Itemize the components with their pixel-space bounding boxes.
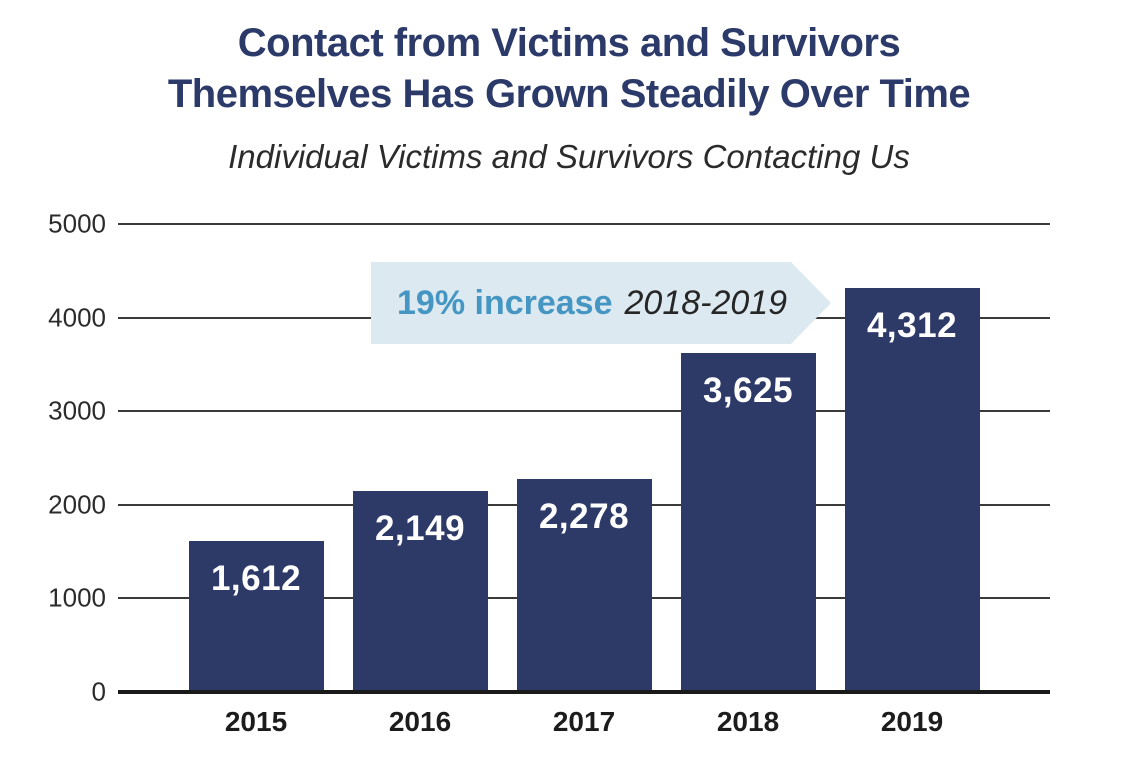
bar-value-label: 3,625	[702, 370, 794, 410]
increase-callout-arrow: 19% increase 2018-2019	[371, 262, 831, 344]
bar-value-label: 4,312	[866, 306, 958, 346]
bar-2015: 1,612	[188, 541, 324, 692]
y-axis-tick-label: 4000	[48, 302, 106, 333]
bar-chart-plot-area: 0 1000 2000 3000 4000 5000 1,612 2015 2,149 2016…	[48, 209, 1050, 737]
bar-2018: 3,625	[680, 352, 816, 692]
x-axis-tick-label: 2018	[716, 706, 780, 737]
bar-value-label: 1,612	[210, 559, 302, 599]
x-axis-tick-label: 2015	[224, 706, 288, 737]
x-axis-tick-label: 2016	[388, 706, 452, 737]
y-axis-tick-label: 3000	[48, 395, 106, 426]
x-axis-baseline	[118, 690, 1050, 694]
bar-2019: 4,312	[844, 288, 980, 692]
callout-period-text: 2018-2019	[624, 283, 788, 322]
bar-value-label: 2,149	[374, 508, 466, 548]
y-axis-tick-label: 1000	[48, 582, 106, 613]
page-title: Contact from Victims and Survivors Thems…	[0, 18, 1138, 120]
gridline	[118, 410, 1050, 413]
callout-highlight-text: 19% increase	[397, 283, 613, 322]
gridline	[118, 223, 1050, 225]
y-axis-tick-label: 2000	[48, 489, 106, 520]
bar-2016: 2,149	[352, 490, 488, 692]
y-axis-tick-label: 5000	[48, 208, 106, 239]
chart-subtitle: Individual Victims and Survivors Contact…	[228, 138, 910, 175]
page-title-line1: Contact from Victims and Survivors	[237, 21, 901, 65]
page-title-line2: Themselves Has Grown Steadily Over Time	[167, 72, 971, 117]
x-axis-tick-label: 2019	[880, 706, 944, 737]
x-axis-tick-label: 2017	[552, 706, 616, 737]
bar-2017: 2,278	[516, 478, 652, 692]
bar-value-label: 2,278	[538, 496, 630, 536]
y-axis-tick-label: 0	[91, 676, 106, 707]
